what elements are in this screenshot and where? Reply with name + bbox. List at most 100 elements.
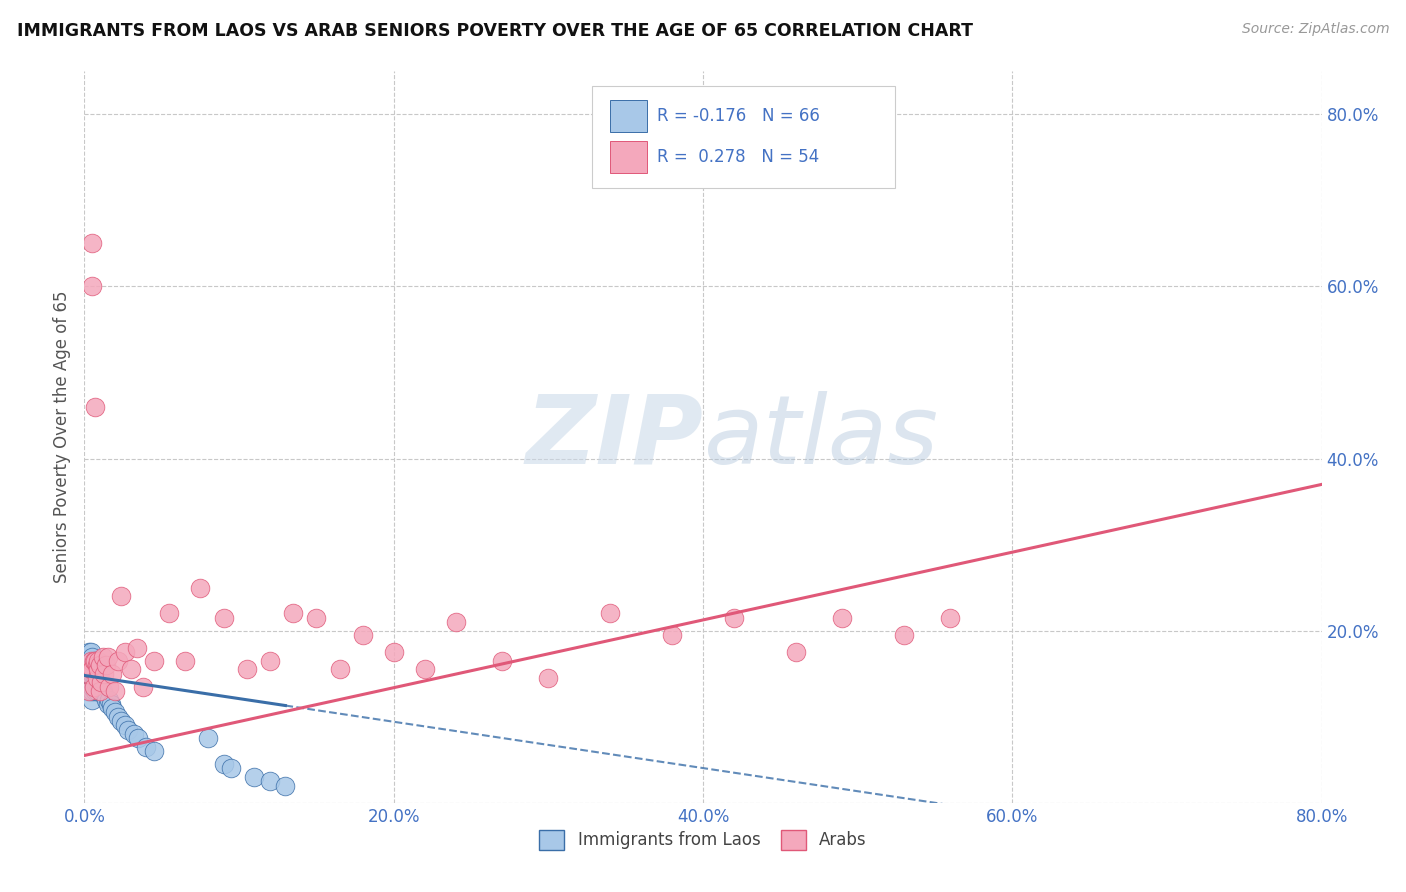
Point: [77, 654, 100, 668]
Point: [77, 684, 100, 698]
Point: [82, 684, 104, 698]
Point: [79, 662, 101, 676]
Point: [243, 770, 266, 784]
Point: [110, 714, 132, 728]
Point: [86, 658, 108, 673]
Point: [94, 658, 117, 673]
Point: [101, 666, 124, 681]
Point: [117, 723, 139, 737]
Point: [83, 675, 105, 690]
Point: [143, 654, 166, 668]
Point: [94, 692, 117, 706]
Point: [104, 706, 127, 720]
Point: [77, 666, 100, 681]
Point: [83, 666, 105, 681]
Point: [82, 649, 104, 664]
Point: [86, 658, 108, 673]
Point: [90, 675, 112, 690]
Point: [79, 684, 101, 698]
Y-axis label: Seniors Poverty Over the Age of 65: Seniors Poverty Over the Age of 65: [53, 291, 72, 583]
Point: [84, 675, 107, 690]
Text: Source: ZipAtlas.com: Source: ZipAtlas.com: [1241, 22, 1389, 37]
Point: [114, 718, 136, 732]
Point: [281, 607, 305, 621]
Point: [76, 671, 98, 685]
Legend: Immigrants from Laos, Arabs: Immigrants from Laos, Arabs: [533, 823, 873, 856]
Point: [219, 761, 242, 775]
Point: [101, 701, 124, 715]
Point: [91, 684, 114, 698]
Point: [84, 654, 107, 668]
Point: [98, 680, 121, 694]
Point: [212, 757, 235, 772]
Point: [82, 662, 104, 676]
Point: [110, 589, 132, 603]
Text: IMMIGRANTS FROM LAOS VS ARAB SENIORS POVERTY OVER THE AGE OF 65 CORRELATION CHAR: IMMIGRANTS FROM LAOS VS ARAB SENIORS POV…: [17, 22, 973, 40]
Point: [77, 684, 100, 698]
Point: [125, 640, 148, 655]
Point: [91, 649, 114, 664]
Point: [84, 400, 107, 414]
Point: [87, 662, 110, 676]
Point: [382, 645, 405, 659]
Point: [197, 731, 219, 746]
Point: [83, 680, 105, 694]
Point: [90, 675, 112, 690]
Point: [259, 774, 281, 789]
Point: [107, 710, 129, 724]
Point: [537, 671, 560, 685]
Point: [89, 658, 111, 673]
Point: [79, 654, 101, 668]
Point: [82, 279, 104, 293]
Point: [235, 662, 259, 676]
Point: [76, 662, 98, 676]
Point: [114, 645, 136, 659]
Bar: [610, 141, 647, 173]
Point: [86, 671, 108, 685]
Point: [82, 658, 104, 673]
Point: [77, 662, 100, 676]
Point: [82, 680, 104, 694]
Point: [79, 645, 101, 659]
Point: [86, 675, 108, 690]
Point: [77, 658, 100, 673]
Point: [93, 688, 115, 702]
Point: [87, 662, 110, 676]
Point: [79, 662, 101, 676]
Point: [89, 680, 111, 694]
Point: [82, 692, 104, 706]
Point: [82, 666, 104, 681]
Bar: [610, 100, 647, 132]
Point: [77, 675, 100, 690]
Point: [84, 684, 107, 698]
Point: [83, 680, 105, 694]
Point: [76, 684, 98, 698]
Point: [93, 666, 115, 681]
Point: [77, 645, 100, 659]
Point: [104, 684, 127, 698]
Point: [188, 581, 211, 595]
Point: [122, 727, 145, 741]
Point: [82, 236, 104, 251]
Point: [79, 675, 101, 690]
Point: [82, 662, 104, 676]
Point: [107, 654, 129, 668]
Point: [83, 658, 105, 673]
Point: [82, 671, 104, 685]
Point: [661, 628, 683, 642]
Point: [86, 666, 108, 681]
Point: [491, 654, 513, 668]
Point: [79, 671, 101, 685]
Point: [939, 611, 962, 625]
Point: [599, 607, 621, 621]
Point: [82, 675, 104, 690]
Point: [413, 662, 436, 676]
Point: [212, 611, 235, 625]
Point: [174, 654, 197, 668]
Point: [89, 671, 111, 685]
Point: [100, 697, 122, 711]
Text: ZIP: ZIP: [524, 391, 703, 483]
Point: [785, 645, 807, 659]
Point: [305, 611, 328, 625]
Point: [89, 684, 111, 698]
